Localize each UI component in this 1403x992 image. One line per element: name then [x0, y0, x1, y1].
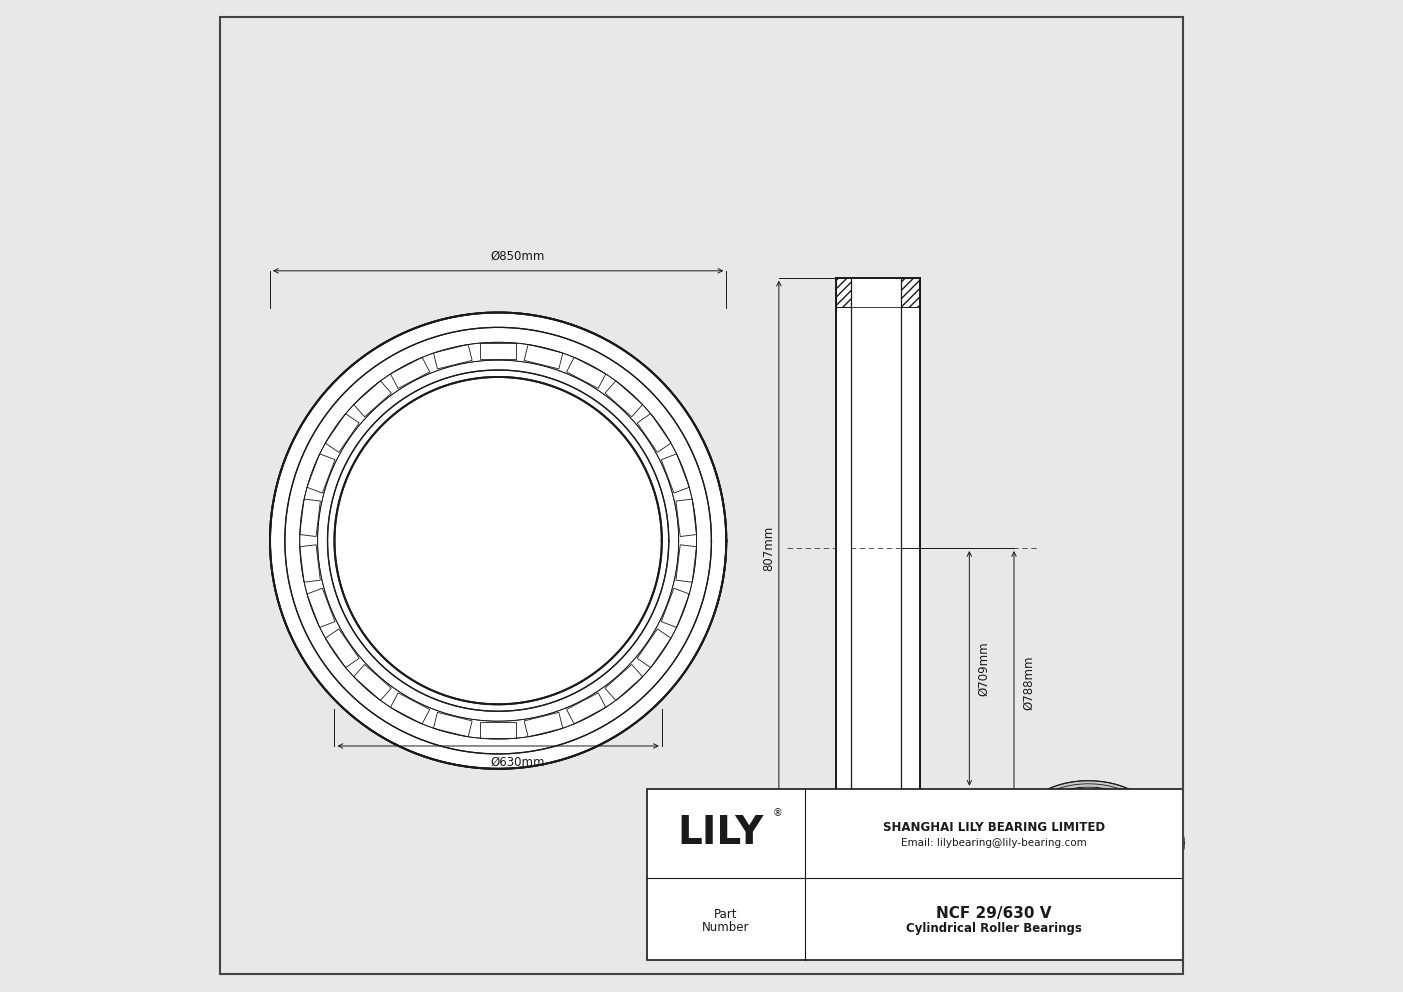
Ellipse shape	[1094, 867, 1099, 870]
Polygon shape	[307, 588, 335, 627]
Ellipse shape	[1111, 863, 1115, 866]
Text: Ø850mm: Ø850mm	[491, 250, 546, 263]
Polygon shape	[434, 712, 471, 737]
Ellipse shape	[1035, 806, 1040, 808]
Ellipse shape	[1125, 857, 1129, 860]
Polygon shape	[567, 357, 606, 389]
Text: 128mm: 128mm	[856, 856, 901, 869]
Bar	[836, 308, 852, 789]
Bar	[836, 278, 852, 308]
Ellipse shape	[1143, 815, 1149, 818]
Polygon shape	[525, 344, 563, 369]
Polygon shape	[480, 722, 516, 738]
Bar	[901, 789, 920, 818]
Bar	[836, 789, 852, 818]
Polygon shape	[661, 454, 689, 493]
Text: Email: lilybearing@lily-bearing.com: Email: lilybearing@lily-bearing.com	[901, 838, 1087, 848]
Polygon shape	[1037, 795, 1139, 862]
Polygon shape	[434, 344, 471, 369]
Ellipse shape	[1035, 848, 1040, 851]
Ellipse shape	[1146, 827, 1150, 829]
Ellipse shape	[1061, 863, 1065, 866]
Polygon shape	[676, 545, 696, 582]
Polygon shape	[325, 629, 359, 668]
Text: Ø709mm: Ø709mm	[978, 641, 991, 695]
Ellipse shape	[1078, 867, 1082, 870]
Text: Cylindrical Roller Bearings: Cylindrical Roller Bearings	[906, 923, 1082, 935]
Bar	[901, 789, 920, 818]
Polygon shape	[354, 665, 391, 700]
Polygon shape	[637, 414, 671, 452]
Ellipse shape	[1078, 787, 1082, 790]
Ellipse shape	[1094, 787, 1099, 790]
Text: Ø788mm: Ø788mm	[1021, 656, 1035, 710]
Text: ®: ®	[773, 808, 783, 818]
Text: NCF 29/630 V: NCF 29/630 V	[936, 906, 1051, 921]
Polygon shape	[354, 381, 391, 417]
Ellipse shape	[1026, 827, 1030, 829]
Polygon shape	[661, 588, 689, 627]
Bar	[836, 789, 852, 818]
Polygon shape	[1017, 781, 1160, 876]
Ellipse shape	[1047, 857, 1051, 860]
Polygon shape	[269, 312, 727, 769]
Polygon shape	[307, 454, 335, 493]
Bar	[901, 278, 920, 308]
Text: Ø630mm: Ø630mm	[491, 756, 546, 769]
Text: SHANGHAI LILY BEARING LIMITED: SHANGHAI LILY BEARING LIMITED	[882, 820, 1104, 834]
Bar	[836, 278, 852, 308]
Bar	[901, 278, 920, 308]
Text: Part: Part	[714, 908, 738, 921]
Ellipse shape	[1136, 848, 1141, 851]
Polygon shape	[676, 499, 696, 537]
Polygon shape	[325, 414, 359, 452]
Text: Number: Number	[703, 921, 749, 933]
Ellipse shape	[1028, 838, 1033, 841]
Bar	[836, 278, 920, 818]
Polygon shape	[480, 343, 516, 359]
Polygon shape	[390, 692, 429, 724]
Text: 807mm: 807mm	[762, 526, 776, 570]
Polygon shape	[300, 545, 320, 582]
Polygon shape	[567, 692, 606, 724]
Bar	[901, 308, 920, 789]
Ellipse shape	[1047, 797, 1051, 800]
Polygon shape	[605, 665, 643, 700]
Polygon shape	[637, 629, 671, 668]
Ellipse shape	[1125, 797, 1129, 800]
Text: LILY: LILY	[678, 814, 765, 852]
Polygon shape	[300, 499, 320, 537]
Ellipse shape	[1143, 838, 1149, 841]
Polygon shape	[525, 712, 563, 737]
Ellipse shape	[1136, 806, 1141, 808]
Ellipse shape	[1028, 815, 1033, 818]
Polygon shape	[390, 357, 429, 389]
Polygon shape	[605, 381, 643, 417]
Polygon shape	[1031, 790, 1146, 867]
Ellipse shape	[1061, 791, 1065, 794]
Bar	[647, 789, 1183, 960]
Ellipse shape	[1111, 791, 1115, 794]
